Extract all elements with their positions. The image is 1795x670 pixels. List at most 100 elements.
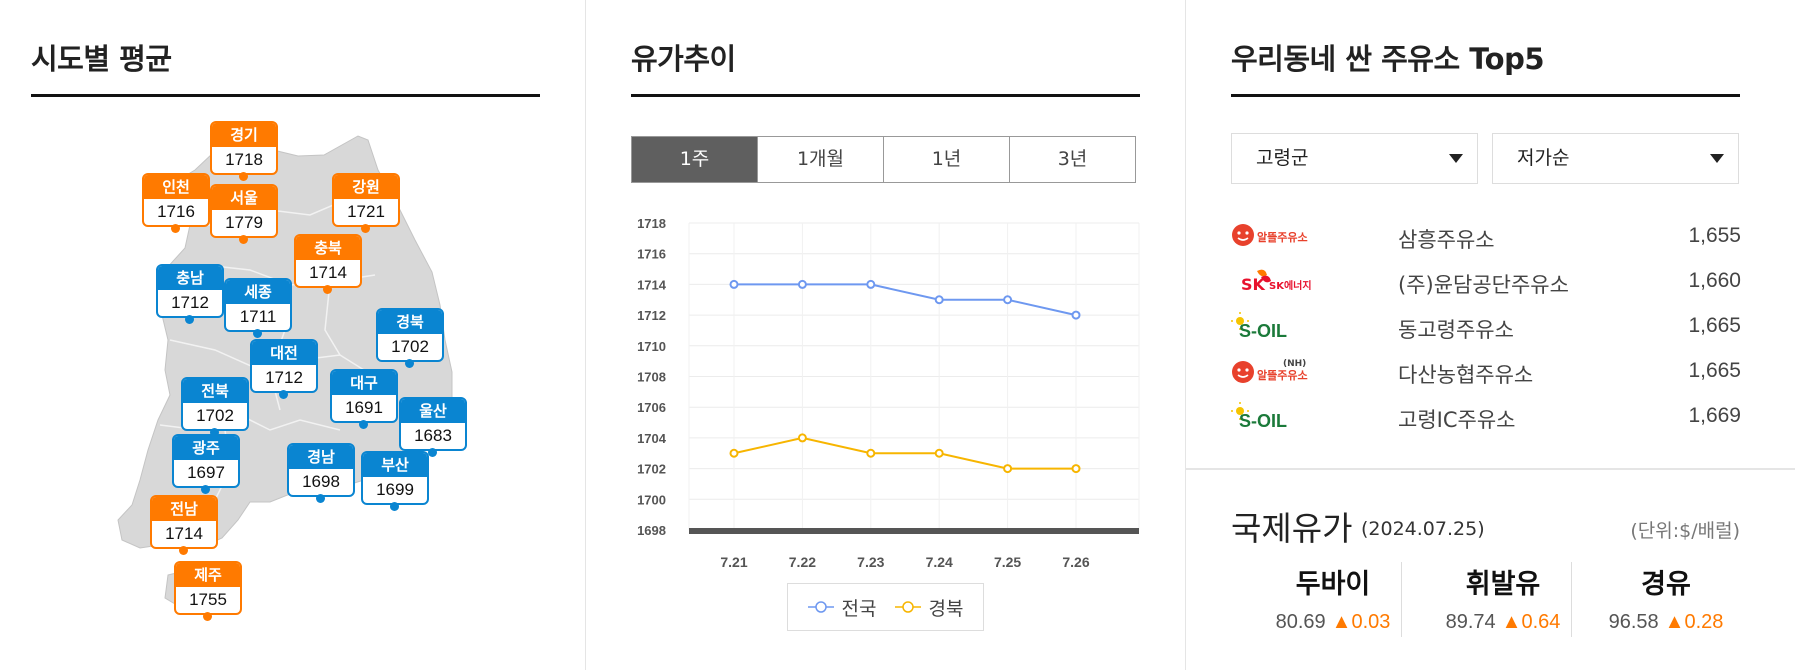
top5-stations-panel: 우리동네 싼 주유소 Top5 고령군 저가순 알뜰주유소 삼흥주유소 1,65… — [1185, 0, 1795, 670]
region-marker — [361, 224, 370, 233]
station-name: (주)윤담공단주유소 — [1398, 273, 1569, 297]
x-axis-line — [689, 528, 1139, 534]
korea-map — [117, 135, 453, 611]
data-point[interactable] — [729, 448, 739, 458]
station-price: 1,665 — [1688, 314, 1741, 337]
region-price: 1714 — [165, 524, 203, 543]
region-marker — [171, 224, 180, 233]
region-price: 1721 — [347, 202, 385, 221]
region-label-jeonbuk[interactable]: 전북 1702 — [181, 377, 249, 431]
region-label-jeonnam[interactable]: 전남 1714 — [150, 495, 218, 549]
station-row[interactable]: S-OIL 고령IC주유소 1,669 — [1231, 398, 1741, 438]
s-oil-logo-icon: S-OIL — [1231, 312, 1316, 342]
region-marker — [405, 359, 414, 368]
oil-price-gasoline: 휘발유 89.74 ▲0.64 — [1418, 562, 1588, 634]
column-divider — [1571, 562, 1572, 637]
region-name: 울산 — [401, 399, 465, 423]
altteul-nh-logo-icon: (NH) 알뜰주유소 — [1231, 357, 1316, 387]
oil-change: ▲0.64 — [1501, 611, 1561, 633]
tab-1-week[interactable]: 1주 — [632, 137, 757, 182]
region-name: 제주 — [176, 563, 240, 587]
region-select[interactable]: 고령군 — [1231, 133, 1478, 184]
legend-marker-national — [807, 601, 834, 613]
region-marker — [239, 235, 248, 244]
data-point[interactable] — [934, 448, 944, 458]
region-name: 대구 — [332, 371, 396, 395]
y-tick-label: 1712 — [637, 308, 666, 323]
data-point[interactable] — [866, 448, 876, 458]
region-marker — [279, 390, 288, 399]
x-tick-label: 7.26 — [1062, 554, 1089, 570]
x-tick-label: 7.25 — [994, 554, 1021, 570]
data-point[interactable] — [797, 279, 807, 289]
legend-item-national[interactable]: 전국 — [807, 594, 877, 621]
region-name: 광주 — [174, 436, 238, 460]
legend-item-gyeongbuk[interactable]: 경북 — [894, 594, 963, 621]
region-name: 강원 — [334, 175, 398, 199]
region-marker — [179, 546, 188, 555]
region-label-gwangju[interactable]: 광주 1697 — [172, 434, 240, 488]
y-tick-label: 1702 — [637, 462, 666, 477]
region-label-gangwon[interactable]: 강원 1721 — [332, 173, 400, 227]
chevron-down-icon — [1449, 154, 1463, 163]
tab-1-year[interactable]: 1년 — [883, 137, 1009, 182]
data-point[interactable] — [1071, 310, 1081, 320]
region-price: 1711 — [239, 307, 277, 326]
station-row[interactable]: S-OIL 동고령주유소 1,665 — [1231, 308, 1741, 348]
region-label-gyeongnam[interactable]: 경남 1698 — [287, 443, 355, 497]
series-line-gyeongbuk — [733, 436, 1076, 470]
data-point[interactable] — [934, 295, 944, 305]
region-label-chungnam[interactable]: 충남 1712 — [156, 264, 224, 318]
region-marker — [253, 329, 262, 338]
region-select-value: 고령군 — [1256, 147, 1309, 169]
data-point[interactable] — [866, 279, 876, 289]
international-oil-title: 국제유가 — [1231, 509, 1353, 548]
region-label-seoul[interactable]: 서울 1779 — [210, 184, 278, 238]
title-underline — [1231, 94, 1740, 97]
sort-select-value: 저가순 — [1517, 147, 1570, 169]
oil-name: 두바이 — [1295, 569, 1371, 600]
legend-marker-gyeongbuk — [894, 601, 921, 613]
svg-text:SK: SK — [1241, 275, 1266, 294]
region-label-gyeongbuk[interactable]: 경북 1702 — [376, 308, 444, 362]
station-row[interactable]: (NH) 알뜰주유소 다산농협주유소 1,665 — [1231, 353, 1741, 393]
oil-name: 휘발유 — [1465, 569, 1541, 600]
region-price: 1714 — [309, 263, 347, 282]
region-label-chungbuk[interactable]: 충북 1714 — [294, 234, 362, 288]
data-point[interactable] — [1003, 464, 1013, 474]
region-marker — [201, 485, 210, 494]
svg-text:S-OIL: S-OIL — [1239, 411, 1287, 431]
region-name: 부산 — [363, 453, 427, 477]
legend-label-national: 전국 — [841, 597, 877, 620]
region-label-sejong[interactable]: 세종 1711 — [224, 278, 292, 332]
region-marker — [316, 494, 325, 503]
region-label-busan[interactable]: 부산 1699 — [361, 451, 429, 505]
region-label-gyeonggi[interactable]: 경기 1718 — [210, 121, 278, 175]
region-label-daegu[interactable]: 대구 1691 — [330, 369, 398, 423]
y-tick-label: 1714 — [637, 277, 667, 292]
region-label-ulsan[interactable]: 울산 1683 — [399, 397, 467, 451]
sort-select[interactable]: 저가순 — [1492, 133, 1739, 184]
station-row[interactable]: SK SK에너지 (주)윤담공단주유소 1,660 — [1231, 263, 1741, 303]
region-name: 충북 — [296, 236, 360, 260]
region-label-incheon[interactable]: 인천 1716 — [142, 173, 210, 227]
region-label-daejeon[interactable]: 대전 1712 — [250, 339, 318, 393]
y-tick-label: 1698 — [637, 523, 666, 538]
chevron-down-icon — [1710, 154, 1724, 163]
tab-1-month[interactable]: 1개월 — [757, 137, 883, 182]
region-price: 1683 — [414, 426, 452, 445]
region-price: 1716 — [157, 202, 195, 221]
data-point[interactable] — [1071, 464, 1081, 474]
region-marker — [210, 428, 219, 437]
region-price: 1702 — [391, 337, 429, 356]
station-row[interactable]: 알뜰주유소 삼흥주유소 1,655 — [1231, 218, 1741, 258]
region-label-jeju[interactable]: 제주 1755 — [174, 561, 242, 615]
data-point[interactable] — [797, 433, 807, 443]
region-name: 경기 — [212, 123, 276, 147]
data-point[interactable] — [729, 279, 739, 289]
tab-3-year[interactable]: 3년 — [1009, 137, 1135, 182]
panel-title: 시도별 평균 — [31, 42, 172, 76]
title-underline — [631, 94, 1140, 97]
data-point[interactable] — [1003, 295, 1013, 305]
station-price: 1,655 — [1688, 224, 1741, 247]
